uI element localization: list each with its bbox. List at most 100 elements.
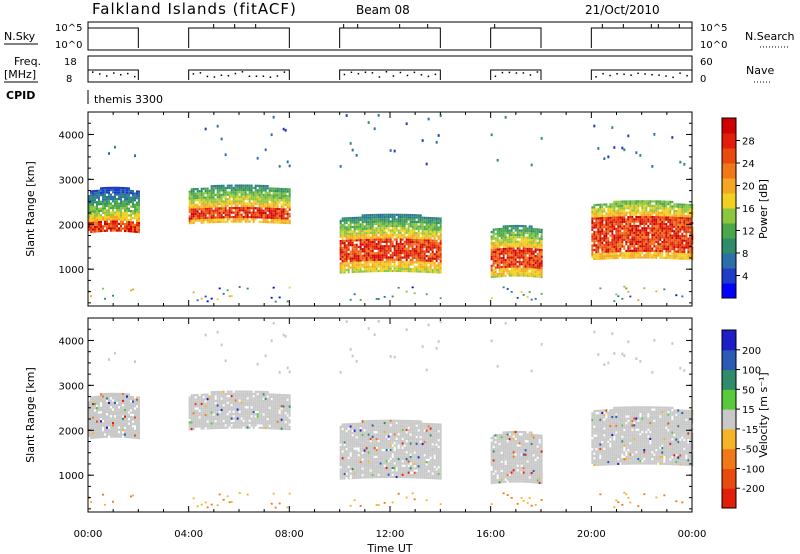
power-cell <box>665 214 668 217</box>
power-cell <box>282 208 285 211</box>
power-cell <box>403 213 406 217</box>
power-cell <box>593 215 596 218</box>
velocity-cell <box>190 396 193 399</box>
power-cell <box>196 208 199 211</box>
power-cell <box>653 233 656 237</box>
power-cell <box>500 259 503 262</box>
velocity-cell <box>136 423 138 426</box>
power-cell <box>506 267 509 271</box>
power-cell <box>282 201 285 204</box>
power-cell <box>683 239 686 242</box>
power-cell <box>399 236 402 239</box>
power-cell <box>631 254 634 257</box>
power-cell <box>433 262 436 265</box>
power-cell <box>256 193 259 196</box>
power-cell <box>98 227 100 231</box>
power-cell <box>421 245 424 249</box>
power-cell <box>94 198 96 202</box>
power-cell <box>126 216 128 219</box>
power-cell <box>435 255 438 258</box>
power-cell <box>369 245 372 248</box>
power-cell <box>385 251 388 255</box>
power-cell <box>282 219 285 222</box>
power-cell <box>593 253 596 256</box>
power-cell <box>607 223 610 226</box>
power-cell <box>601 212 604 215</box>
power-cell <box>669 218 672 221</box>
power-cell <box>437 217 440 220</box>
power-cell <box>341 230 344 234</box>
power-cell <box>230 295 233 297</box>
velocity-cell <box>190 423 193 426</box>
power-cell <box>619 238 622 241</box>
power-cell <box>534 243 537 247</box>
velocity-cell <box>122 422 124 425</box>
power-cell <box>520 251 523 255</box>
power-cell <box>494 268 497 272</box>
power-cell <box>405 240 408 244</box>
velocity-cell <box>118 424 120 427</box>
power-cell <box>683 237 686 240</box>
power-cell <box>112 294 114 297</box>
power-cell <box>603 248 606 251</box>
power-cell <box>621 238 624 241</box>
velocity-cell <box>88 401 90 404</box>
power-cell <box>617 295 620 298</box>
power-cell <box>615 247 618 251</box>
power-cell <box>407 231 410 235</box>
power-cell <box>607 254 610 258</box>
power-cell <box>128 191 130 195</box>
power-cell <box>611 212 614 215</box>
power-cell <box>655 236 658 239</box>
power-cell <box>359 232 362 235</box>
velocity-cell <box>98 415 100 419</box>
power-cell <box>522 243 525 246</box>
power-cell <box>216 216 219 219</box>
power-cell <box>685 203 688 206</box>
power-cell <box>593 217 596 220</box>
power-cell <box>423 261 426 264</box>
power-cell <box>401 225 404 228</box>
power-cell <box>673 232 676 235</box>
power-cell <box>619 205 622 208</box>
power-cell <box>266 194 269 197</box>
power-cell <box>673 214 676 217</box>
power-cell <box>220 216 223 219</box>
power-cell <box>353 239 356 242</box>
power-cell <box>621 207 624 210</box>
power-cell <box>599 219 602 222</box>
power-cell <box>258 191 261 194</box>
nave-dot <box>283 71 286 73</box>
power-cell <box>597 232 600 236</box>
power-cell <box>118 211 120 214</box>
power-cell <box>435 219 438 222</box>
power-cell <box>246 184 249 187</box>
power-cell <box>254 191 257 194</box>
power-cell <box>677 241 680 244</box>
velocity-cell <box>138 427 140 431</box>
power-cell <box>130 221 132 224</box>
power-cell <box>206 212 209 215</box>
power-cell <box>389 236 392 239</box>
power-cell <box>252 216 255 219</box>
power-cell <box>387 233 390 237</box>
power-cell <box>246 202 249 205</box>
power-cell <box>206 218 209 222</box>
power-cell <box>504 225 507 228</box>
power-cell <box>399 227 402 230</box>
velocity-cell <box>138 401 140 404</box>
power-cell <box>401 238 404 241</box>
power-cell <box>607 210 610 213</box>
power-cell <box>260 184 263 188</box>
power-cell <box>623 216 626 219</box>
power-cell <box>190 217 193 220</box>
power-cell <box>355 259 358 262</box>
power-cell <box>635 224 638 228</box>
power-cell <box>341 224 344 227</box>
power-cell <box>591 228 594 232</box>
velocity-cell <box>98 429 100 432</box>
power-cell <box>619 232 622 235</box>
velocity-cell <box>188 410 191 413</box>
power-cell <box>673 254 676 258</box>
power-cell <box>657 225 660 228</box>
